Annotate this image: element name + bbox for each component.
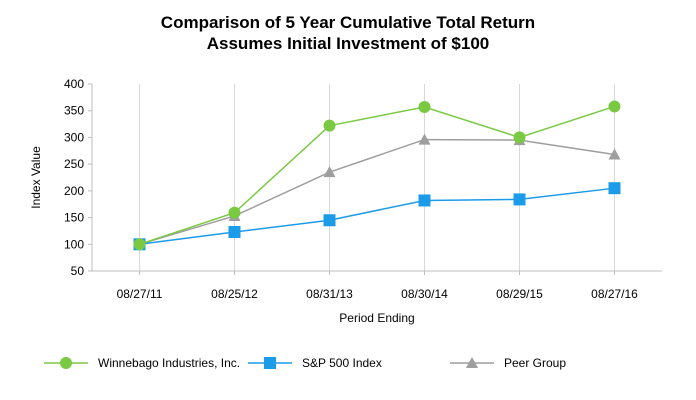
- x-tick-labels: 08/27/11 08/25/12 08/31/13 08/30/14 08/29/15…: [117, 287, 639, 301]
- data-point: [513, 193, 526, 206]
- legend-label: Winnebago Industries, Inc.: [98, 356, 240, 370]
- y-axis-title: Index Value: [29, 146, 43, 209]
- data-point: [513, 131, 526, 144]
- y-tick-labels: 50 100 150 200 250 300 350 400: [64, 77, 84, 278]
- axes: [88, 83, 662, 275]
- data-point: [418, 133, 431, 145]
- legend: Winnebago Industries, Inc. S&P 500 Index P…: [44, 356, 566, 370]
- legend-marker: [466, 357, 478, 368]
- y-tick-label: 250: [64, 157, 84, 171]
- legend-label: Peer Group: [504, 356, 566, 370]
- x-tick-label: 08/29/15: [496, 287, 543, 301]
- legend-marker: [60, 357, 72, 369]
- series-line: [139, 105, 615, 245]
- x-axis-title: Period Ending: [339, 311, 414, 325]
- data-point: [133, 238, 146, 251]
- chart-title: Comparison of 5 Year Cumulative Total Re…: [0, 12, 696, 54]
- legend-marker: [264, 357, 276, 369]
- y-tick-label: 50: [71, 264, 85, 278]
- series: [133, 100, 621, 251]
- data-point: [608, 100, 621, 113]
- y-tick-label: 300: [64, 130, 84, 144]
- x-tick-label: 08/31/13: [306, 287, 353, 301]
- grid-lines: [139, 84, 615, 271]
- data-point: [608, 148, 621, 160]
- x-tick-label: 08/27/11: [117, 287, 163, 301]
- chart-title-line1: Comparison of 5 Year Cumulative Total Re…: [160, 13, 536, 32]
- data-point: [418, 194, 431, 207]
- y-tick-label: 150: [64, 211, 84, 225]
- data-point: [323, 214, 336, 227]
- data-point: [228, 206, 241, 219]
- y-tick-label: 350: [64, 104, 84, 118]
- y-tick-label: 400: [64, 77, 84, 91]
- x-tick-label: 08/30/14: [401, 287, 448, 301]
- x-tick-label: 08/27/16: [591, 287, 638, 301]
- legend-item: Winnebago Industries, Inc.: [44, 356, 240, 370]
- data-point: [323, 166, 336, 178]
- x-tick-label: 08/25/12: [211, 287, 258, 301]
- legend-item: Peer Group: [450, 356, 566, 370]
- y-tick-label: 100: [64, 237, 84, 251]
- data-point: [418, 100, 431, 113]
- series-line: [139, 187, 615, 246]
- data-point: [608, 182, 621, 195]
- legend-item: S&P 500 Index: [248, 356, 382, 370]
- data-point: [228, 225, 241, 238]
- series-2: [133, 133, 621, 250]
- series-0: [133, 100, 621, 251]
- legend-label: S&P 500 Index: [302, 356, 382, 370]
- data-point: [323, 119, 336, 132]
- chart-subtitle: Assumes Initial Investment of $100: [206, 34, 490, 53]
- series-1: [133, 182, 621, 251]
- y-tick-label: 200: [64, 184, 84, 198]
- series-line: [139, 138, 615, 246]
